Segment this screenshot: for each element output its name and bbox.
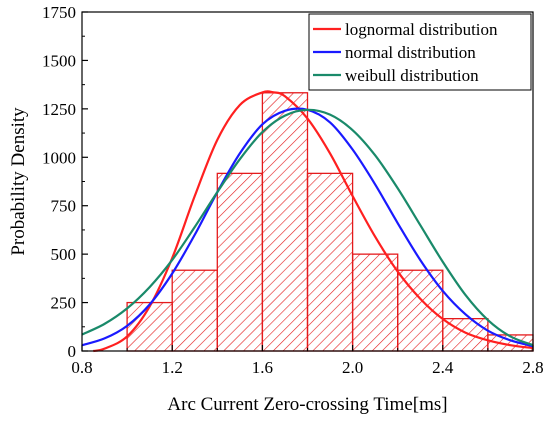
legend-label: lognormal distribution (345, 20, 498, 39)
histogram-bars (126, 92, 534, 352)
x-tick-label: 1.2 (162, 358, 183, 377)
y-tick-label: 250 (51, 294, 77, 313)
legend-label: normal distribution (345, 43, 476, 62)
axis-ticks: 0.8 1.2 1.6 2.0 2.4 2.8 0 250 500 750 1000 1250 1500… (42, 3, 544, 377)
y-tick-label: 750 (51, 197, 77, 216)
y-tick-label: 0 (68, 342, 77, 361)
legend-box (308, 13, 532, 91)
legend-label: weibull distribution (345, 66, 479, 85)
y-tick-label: 500 (51, 245, 77, 264)
histogram-bar (216, 172, 264, 352)
y-tick-label: 1750 (42, 3, 76, 22)
y-tick-label: 1250 (42, 100, 76, 119)
histogram-bar (351, 253, 399, 352)
legend: lognormal distribution normal distributio… (308, 13, 532, 91)
histogram-bar (397, 269, 444, 352)
x-axis-title: Arc Current Zero-crossing Time[ms] (167, 394, 447, 415)
histogram-bar (306, 172, 354, 352)
x-tick-label: 2.4 (432, 358, 454, 377)
distribution-curves (81, 90, 534, 353)
histogram-bar (126, 301, 173, 352)
histogram-bar (261, 92, 309, 352)
x-tick-label: 0.8 (71, 358, 92, 377)
y-tick-label: 1000 (42, 148, 76, 167)
series-line (93, 90, 534, 353)
x-tick-label: 2.0 (342, 358, 363, 377)
histogram-bar (171, 269, 218, 352)
series-line (81, 108, 534, 347)
x-tick-label: 1.6 (252, 358, 273, 377)
y-tick-label: 1500 (42, 51, 76, 70)
x-tick-label: 2.8 (522, 358, 543, 377)
y-axis-title: Probability Density (8, 107, 29, 256)
